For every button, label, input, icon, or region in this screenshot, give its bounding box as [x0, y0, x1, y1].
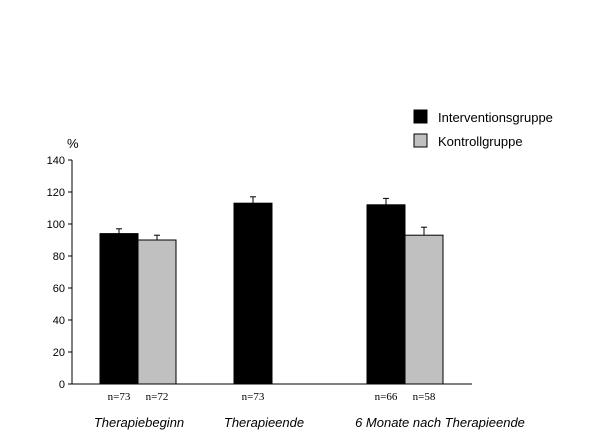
category-label: Therapiebeginn — [94, 415, 184, 430]
y-tick-label: 100 — [47, 219, 65, 231]
n-label: n=73 — [108, 391, 131, 403]
bar — [233, 202, 273, 385]
n-label: n=58 — [413, 391, 436, 403]
legend: Interventionsgruppe Kontrollgruppe — [413, 109, 553, 149]
legend-label-interventionsgruppe: Interventionsgruppe — [438, 110, 553, 125]
legend-label-kontrollgruppe: Kontrollgruppe — [438, 134, 523, 149]
n-label: n=72 — [146, 391, 169, 403]
category-label: 6 Monate nach Therapieende — [355, 415, 525, 430]
legend-swatch-interventionsgruppe — [413, 109, 428, 124]
bar — [404, 234, 444, 385]
y-tick-label: 140 — [47, 155, 65, 167]
category-labels: Therapiebeginn Therapieende 6 Monate nach … — [94, 415, 525, 430]
bars — [99, 196, 444, 385]
n-label: n=73 — [242, 391, 265, 403]
y-tick-label: 60 — [53, 283, 65, 295]
y-tick-label: 80 — [53, 251, 65, 263]
n-label: n=66 — [375, 391, 398, 403]
category-label: Therapieende — [224, 415, 304, 430]
y-tick-label: 120 — [47, 187, 65, 199]
bar — [366, 204, 406, 385]
y-tick-label: 40 — [53, 315, 65, 327]
legend-swatch-kontrollgruppe — [413, 133, 428, 148]
y-tick-label: 0 — [59, 379, 65, 391]
n-labels: n=73 n=72 n=73 n=66 n=58 — [108, 391, 436, 403]
y-tick-label: 20 — [53, 347, 65, 359]
bar — [99, 233, 139, 385]
y-unit-label: % — [67, 136, 79, 151]
bar — [137, 239, 177, 385]
